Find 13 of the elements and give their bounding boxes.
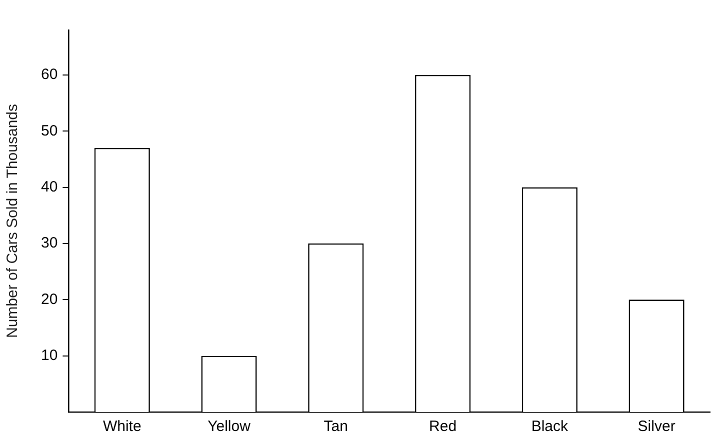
y-tick-label: 60 <box>40 66 58 84</box>
x-tick-label: Yellow <box>208 418 251 436</box>
y-axis-title: Number of Cars Sold in Thousands <box>4 104 22 338</box>
y-tick-label: 50 <box>40 122 58 140</box>
y-tick-label: 40 <box>40 178 58 196</box>
x-tick-label: Red <box>429 418 457 436</box>
y-tick-label: 20 <box>40 290 58 308</box>
y-tick-label: 30 <box>40 234 58 252</box>
x-tick-label: Black <box>531 418 569 436</box>
x-tick-label: Tan <box>324 418 348 436</box>
x-tick-label: Silver <box>638 418 676 436</box>
x-tick-label: White <box>102 418 142 436</box>
y-tick-label: 10 <box>40 346 58 364</box>
